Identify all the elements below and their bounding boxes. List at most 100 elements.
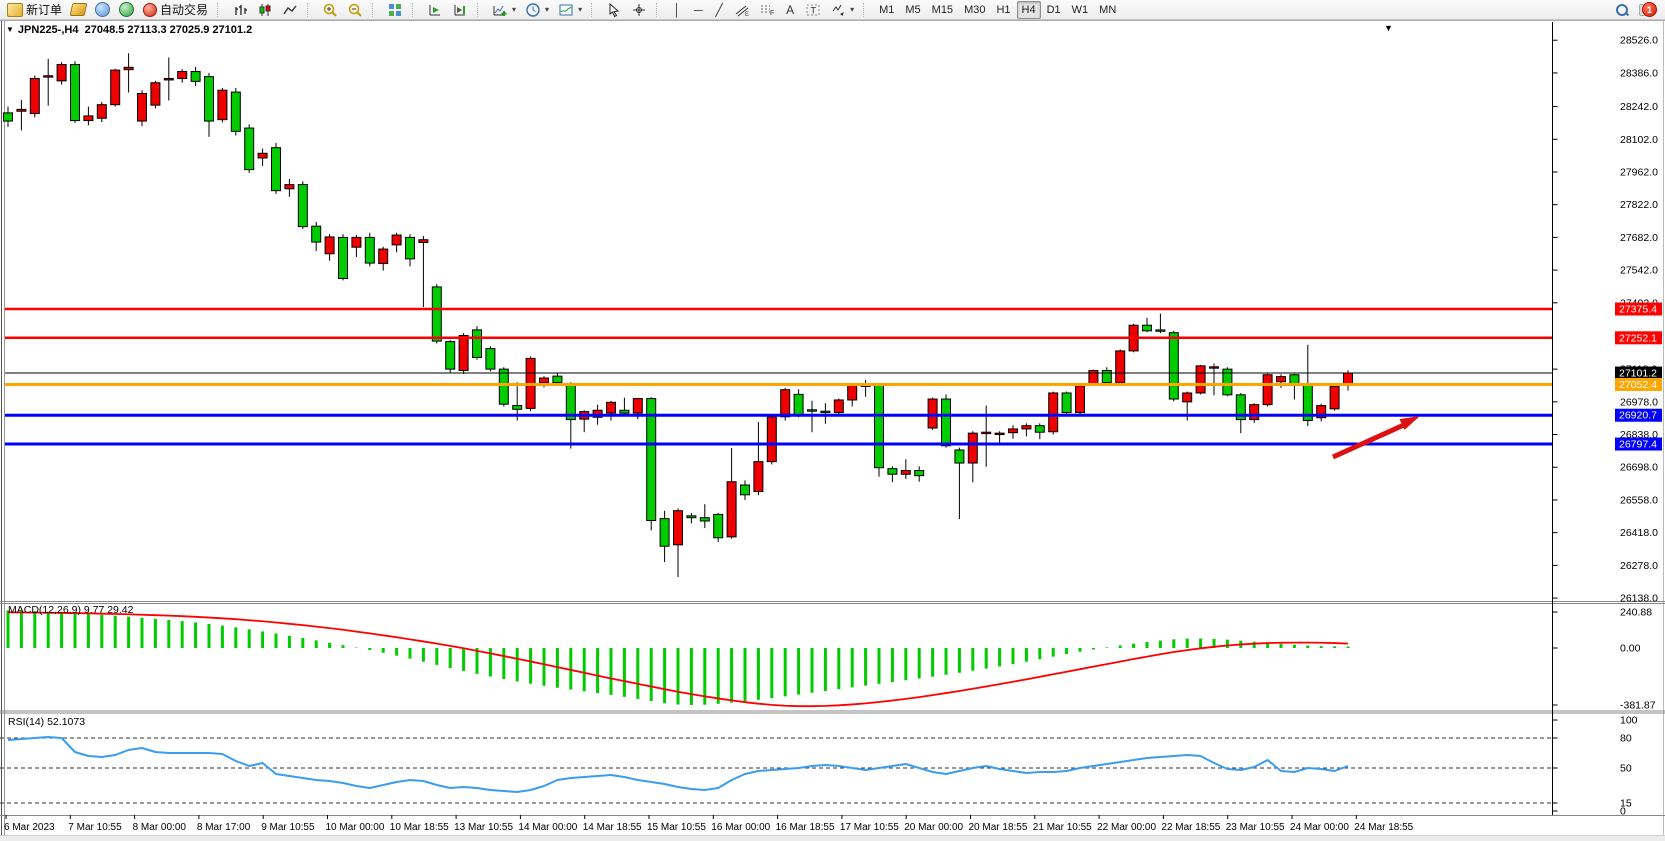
text-label-tool-button[interactable]: T [801,1,825,19]
drawn-arrow-line[interactable] [1331,421,1408,460]
axis-tick-label: 27822.0 [1620,199,1658,211]
timeframe-m1-button[interactable]: M1 [874,1,899,19]
bull-candle [1075,385,1085,414]
fibonacci-tool-button[interactable]: F [755,1,779,19]
toolbar-grip [307,2,314,17]
price-tag-label: 27052.4 [1619,379,1657,391]
price-tag [1615,331,1662,345]
bull-candle [110,69,121,106]
new-order-button[interactable]: 新订单 [3,1,66,19]
templates-button[interactable]: ▾ [554,1,586,19]
bear-candle [659,518,670,547]
bull-candle [753,461,764,493]
axis-tick-label: 240.88 [1620,607,1652,619]
zoom-out-button[interactable] [343,1,367,19]
auto-scroll-button[interactable] [423,1,447,19]
bar-chart-button[interactable] [228,1,252,19]
bear-candle [512,405,523,410]
chart-shift-button[interactable] [448,1,472,19]
bull-candle [83,115,94,122]
toolbar-grip [217,2,224,17]
bear-candle [713,513,724,539]
timeframe-d1-button[interactable]: D1 [1042,1,1066,19]
line-chart-button[interactable] [278,1,302,19]
indicators-icon [493,5,507,16]
axis-tick-label: 26558.0 [1620,494,1658,506]
arrows-tool-button[interactable]: ▾ [826,1,858,19]
timeframe-w1-button[interactable]: W1 [1067,1,1094,19]
macd-indicator-label: MACD(12,26,9) 9.77 29.42 [8,604,134,616]
price-chart-canvas[interactable]: 28526.0 28386.0 28242.0 28102.0 27962.0 27822… [0,20,1665,836]
bull-candle [1276,376,1286,383]
dropdown-caret: ▾ [545,5,550,14]
trendline-tool-button[interactable]: ╱ [709,1,729,19]
bull-candle [123,66,134,71]
auto-trading-label: 自动交易 [160,3,209,17]
community-button[interactable] [91,1,114,19]
chart-window: 28526.0 28386.0 28242.0 28102.0 27962.0 27822… [0,20,1665,836]
auto-trading-button[interactable]: 自动交易 [139,1,212,19]
axis-tick-label: 0 [1620,806,1626,818]
crosshair-tool-button[interactable] [627,1,651,19]
timeframe-h4-button[interactable]: H4 [1016,0,1041,19]
axis-tick-label: 26418.0 [1620,527,1658,539]
bear-candle [1061,392,1072,414]
bull-candle [967,432,978,464]
one-click-trading-arrow[interactable]: ▼ [6,25,14,34]
cursor-tool-button[interactable] [602,1,626,19]
zoom-in-button[interactable] [318,1,342,19]
bear-candle [954,449,965,464]
bear-candle [941,398,951,447]
timeframe-mn-button[interactable]: MN [1094,1,1121,19]
rsi-indicator-label: RSI(14) 52.1073 [8,716,86,728]
notifications-button[interactable]: 1 [1639,2,1657,17]
drawn-arrow-head [1399,416,1420,430]
bear-candle [230,91,241,132]
bear-candle [874,384,884,469]
candlestick-chart-button[interactable] [253,1,277,19]
horizontal-lines-layer [5,307,1553,446]
bear-candle [190,71,201,82]
time-axis-label: 16 Mar 18:55 [776,822,835,833]
periods-button[interactable]: ▾ [521,1,553,19]
horizontal-line-tool-button[interactable]: ─ [688,1,708,19]
metaeditor-button[interactable] [67,1,90,19]
channel-tool-button[interactable]: E [730,1,754,19]
text-tool-button[interactable]: A [780,1,800,19]
trend-arrow [1331,416,1420,460]
axis-tick-label: 15 [1620,798,1632,810]
bull-candle [726,481,737,538]
bear-candle [297,184,308,228]
axis-tick-label: 100 [1620,715,1638,727]
bull-candle [1008,428,1018,434]
bear-candle [3,112,13,122]
timeframe-m5-button[interactable]: M5 [900,1,925,19]
bear-candle [1142,324,1152,332]
time-axis-label: 10 Mar 00:00 [326,822,385,833]
bear-candle [364,236,375,264]
bull-candle [1316,405,1327,419]
bear-candle [1034,425,1045,433]
search-button[interactable] [1611,1,1633,19]
svg-text:E: E [745,12,749,18]
toolbar-right-cluster: 1 [1611,1,1665,19]
bull-candle [257,152,268,159]
timeframe-m15-button[interactable]: M15 [927,1,958,19]
chart-menu-arrow[interactable]: ▼ [1384,23,1393,33]
timeframe-m30-button[interactable]: M30 [959,1,990,19]
bull-candle [606,401,616,414]
signals-button[interactable] [115,1,138,19]
dropdown-caret: ▾ [512,5,517,14]
timeframe-h1-button[interactable]: H1 [991,1,1015,19]
bull-candle [1048,392,1059,433]
bull-candle [673,510,683,546]
time-axis-label: 8 Mar 17:00 [197,822,251,833]
axis-tick-label: 28386.0 [1620,67,1658,79]
tile-windows-button[interactable] [383,1,407,19]
bull-candle [1329,385,1340,410]
vertical-line-tool-button[interactable]: │ [667,1,687,19]
time-axis-label: 24 Mar 00:00 [1290,822,1349,833]
bull-candle [458,334,469,372]
indicators-button[interactable]: ▾ [488,1,520,19]
price-tag [1615,366,1662,380]
